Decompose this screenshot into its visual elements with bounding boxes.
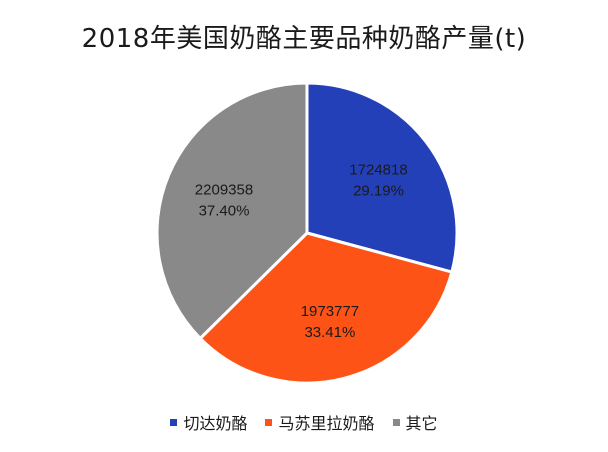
slice-percent-label-cheddar: 29.19% xyxy=(353,182,404,199)
legend-swatch-other xyxy=(392,418,400,426)
legend: 切达奶酪 马苏里拉奶酪 其它 xyxy=(0,410,608,434)
pie-slice-mozzarella xyxy=(198,231,454,385)
legend-swatch-mozzarella xyxy=(265,418,273,426)
legend-item-mozzarella: 马苏里拉奶酪 xyxy=(265,410,375,434)
slice-value-label-other: 2209358 xyxy=(195,181,253,198)
slice-value-label-cheddar: 1724818 xyxy=(349,161,407,178)
legend-item-other: 其它 xyxy=(392,410,438,434)
slice-percent-label-other: 37.40% xyxy=(199,202,250,219)
legend-label-mozzarella: 马苏里拉奶酪 xyxy=(278,414,375,433)
legend-item-cheddar: 切达奶酪 xyxy=(170,410,247,434)
legend-label-cheddar: 切达奶酪 xyxy=(183,414,248,433)
chart-title: 2018年美国奶酪主要品种奶酪产量(t) xyxy=(81,24,527,54)
slice-value-label-mozzarella: 1973777 xyxy=(301,303,359,320)
pie-slice-cheddar xyxy=(305,81,459,274)
legend-label-other: 其它 xyxy=(405,414,438,433)
pie-slice-other xyxy=(155,81,309,341)
slice-percent-label-mozzarella: 33.41% xyxy=(304,324,355,341)
legend-swatch-cheddar xyxy=(170,418,178,426)
